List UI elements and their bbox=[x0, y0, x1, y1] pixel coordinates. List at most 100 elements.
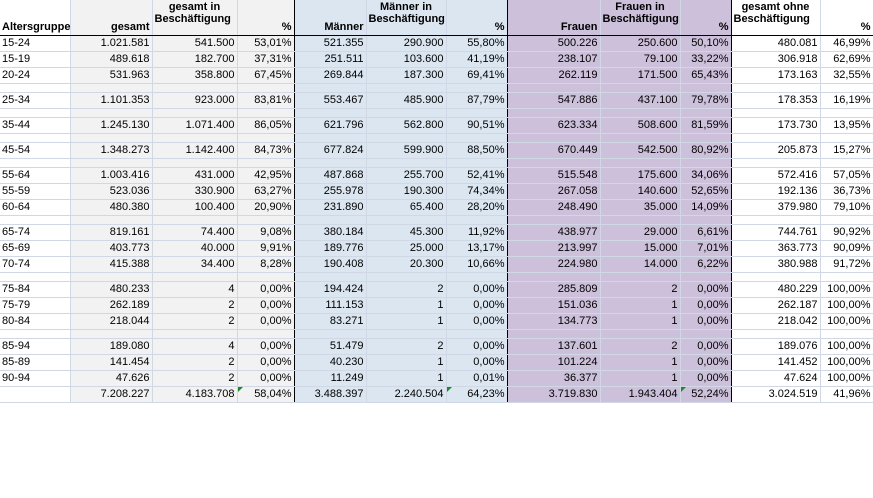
cell-ohne-beschaeftigung[interactable]: 192.136 bbox=[731, 183, 821, 200]
cell-gesamt[interactable]: 1.348.273 bbox=[70, 142, 153, 159]
empty-cell[interactable] bbox=[152, 215, 238, 225]
empty-cell[interactable] bbox=[680, 329, 732, 339]
cell-frauen[interactable]: 36.377 bbox=[507, 370, 601, 387]
empty-cell[interactable] bbox=[820, 133, 873, 143]
cell-gesamt-beschaeftigung[interactable]: 40.000 bbox=[152, 240, 238, 257]
cell-altersgruppe[interactable]: 25-34 bbox=[0, 92, 71, 109]
header-ohne-beschaeftigung[interactable]: gesamt ohne Beschäftigung bbox=[731, 0, 821, 36]
total-cell-gesamt[interactable]: 7.208.227 bbox=[70, 386, 153, 403]
cell-frauen[interactable]: 101.224 bbox=[507, 354, 601, 371]
cell-pct-ohne[interactable]: 90,92% bbox=[820, 224, 873, 241]
header-maenner[interactable]: Männer bbox=[294, 0, 367, 36]
cell-frauen-beschaeftigung[interactable]: 15.000 bbox=[600, 240, 681, 257]
cell-pct-gesamt[interactable]: 9,91% bbox=[237, 240, 295, 257]
empty-cell[interactable] bbox=[507, 329, 601, 339]
empty-cell[interactable] bbox=[294, 83, 367, 93]
empty-cell[interactable] bbox=[600, 329, 681, 339]
empty-cell[interactable] bbox=[237, 215, 295, 225]
empty-cell[interactable] bbox=[152, 108, 238, 118]
empty-cell[interactable] bbox=[0, 158, 71, 168]
cell-maenner[interactable]: 231.890 bbox=[294, 199, 367, 216]
cell-pct-gesamt[interactable]: 0,00% bbox=[237, 338, 295, 355]
empty-cell[interactable] bbox=[0, 215, 71, 225]
cell-maenner[interactable]: 677.824 bbox=[294, 142, 367, 159]
cell-pct-gesamt[interactable]: 0,00% bbox=[237, 313, 295, 330]
cell-gesamt-beschaeftigung[interactable]: 541.500 bbox=[152, 35, 238, 52]
cell-frauen[interactable]: 137.601 bbox=[507, 338, 601, 355]
empty-cell[interactable] bbox=[446, 108, 508, 118]
cell-pct-gesamt[interactable]: 0,00% bbox=[237, 297, 295, 314]
cell-gesamt-beschaeftigung[interactable]: 2 bbox=[152, 297, 238, 314]
cell-maenner[interactable]: 521.355 bbox=[294, 35, 367, 52]
cell-pct-frauen[interactable]: 0,00% bbox=[680, 370, 732, 387]
cell-pct-frauen[interactable]: 0,00% bbox=[680, 297, 732, 314]
cell-altersgruppe[interactable]: 65-74 bbox=[0, 224, 71, 241]
cell-gesamt-beschaeftigung[interactable]: 4 bbox=[152, 338, 238, 355]
empty-cell[interactable] bbox=[820, 108, 873, 118]
cell-ohne-beschaeftigung[interactable]: 173.163 bbox=[731, 67, 821, 84]
cell-pct-frauen[interactable]: 0,00% bbox=[680, 338, 732, 355]
cell-pct-maenner[interactable]: 0,00% bbox=[446, 354, 508, 371]
cell-maenner-beschaeftigung[interactable]: 1 bbox=[366, 297, 447, 314]
cell-gesamt[interactable]: 489.618 bbox=[70, 51, 153, 68]
empty-cell[interactable] bbox=[70, 215, 153, 225]
cell-pct-frauen[interactable]: 33,22% bbox=[680, 51, 732, 68]
cell-pct-ohne[interactable]: 100,00% bbox=[820, 354, 873, 371]
header-maenner-beschaeftigung[interactable]: Männer in Beschäftigung bbox=[366, 0, 447, 36]
cell-gesamt-beschaeftigung[interactable]: 4 bbox=[152, 281, 238, 298]
cell-gesamt-beschaeftigung[interactable]: 330.900 bbox=[152, 183, 238, 200]
cell-maenner[interactable]: 255.978 bbox=[294, 183, 367, 200]
empty-cell[interactable] bbox=[507, 215, 601, 225]
cell-pct-ohne[interactable]: 90,09% bbox=[820, 240, 873, 257]
cell-altersgruppe[interactable]: 55-64 bbox=[0, 167, 71, 184]
cell-ohne-beschaeftigung[interactable]: 47.624 bbox=[731, 370, 821, 387]
cell-pct-maenner[interactable]: 74,34% bbox=[446, 183, 508, 200]
total-cell-frauen[interactable]: 3.719.830 bbox=[507, 386, 601, 403]
cell-pct-maenner[interactable]: 13,17% bbox=[446, 240, 508, 257]
cell-altersgruppe[interactable]: 75-79 bbox=[0, 297, 71, 314]
cell-gesamt[interactable]: 141.454 bbox=[70, 354, 153, 371]
cell-gesamt-beschaeftigung[interactable]: 74.400 bbox=[152, 224, 238, 241]
cell-maenner[interactable]: 189.776 bbox=[294, 240, 367, 257]
cell-ohne-beschaeftigung[interactable]: 173.730 bbox=[731, 117, 821, 134]
cell-gesamt[interactable]: 47.626 bbox=[70, 370, 153, 387]
cell-altersgruppe[interactable]: 60-64 bbox=[0, 199, 71, 216]
cell-pct-ohne[interactable]: 46,99% bbox=[820, 35, 873, 52]
cell-frauen[interactable]: 151.036 bbox=[507, 297, 601, 314]
empty-cell[interactable] bbox=[600, 158, 681, 168]
empty-cell[interactable] bbox=[680, 83, 732, 93]
cell-altersgruppe[interactable]: 35-44 bbox=[0, 117, 71, 134]
empty-cell[interactable] bbox=[446, 329, 508, 339]
cell-pct-frauen[interactable]: 7,01% bbox=[680, 240, 732, 257]
cell-maenner[interactable]: 269.844 bbox=[294, 67, 367, 84]
total-cell-altersgruppe[interactable] bbox=[0, 386, 71, 403]
cell-maenner[interactable]: 51.479 bbox=[294, 338, 367, 355]
cell-altersgruppe[interactable]: 45-54 bbox=[0, 142, 71, 159]
cell-frauen-beschaeftigung[interactable]: 175.600 bbox=[600, 167, 681, 184]
cell-pct-frauen[interactable]: 14,09% bbox=[680, 199, 732, 216]
cell-frauen-beschaeftigung[interactable]: 1 bbox=[600, 370, 681, 387]
total-cell-pct-maenner[interactable]: 64,23% bbox=[446, 386, 508, 403]
cell-pct-ohne[interactable]: 15,27% bbox=[820, 142, 873, 159]
cell-maenner[interactable]: 251.511 bbox=[294, 51, 367, 68]
cell-frauen-beschaeftigung[interactable]: 171.500 bbox=[600, 67, 681, 84]
cell-pct-gesamt[interactable]: 42,95% bbox=[237, 167, 295, 184]
cell-gesamt-beschaeftigung[interactable]: 100.400 bbox=[152, 199, 238, 216]
cell-maenner-beschaeftigung[interactable]: 290.900 bbox=[366, 35, 447, 52]
cell-ohne-beschaeftigung[interactable]: 205.873 bbox=[731, 142, 821, 159]
empty-cell[interactable] bbox=[366, 133, 447, 143]
cell-maenner-beschaeftigung[interactable]: 20.300 bbox=[366, 256, 447, 273]
empty-cell[interactable] bbox=[70, 83, 153, 93]
cell-gesamt-beschaeftigung[interactable]: 2 bbox=[152, 370, 238, 387]
total-cell-pct-gesamt[interactable]: 58,04% bbox=[237, 386, 295, 403]
cell-maenner-beschaeftigung[interactable]: 1 bbox=[366, 354, 447, 371]
empty-cell[interactable] bbox=[507, 83, 601, 93]
empty-cell[interactable] bbox=[294, 158, 367, 168]
cell-frauen[interactable]: 500.226 bbox=[507, 35, 601, 52]
cell-pct-ohne[interactable]: 100,00% bbox=[820, 338, 873, 355]
empty-cell[interactable] bbox=[600, 215, 681, 225]
empty-cell[interactable] bbox=[366, 158, 447, 168]
cell-pct-maenner[interactable]: 0,00% bbox=[446, 297, 508, 314]
cell-pct-ohne[interactable]: 16,19% bbox=[820, 92, 873, 109]
empty-cell[interactable] bbox=[366, 83, 447, 93]
